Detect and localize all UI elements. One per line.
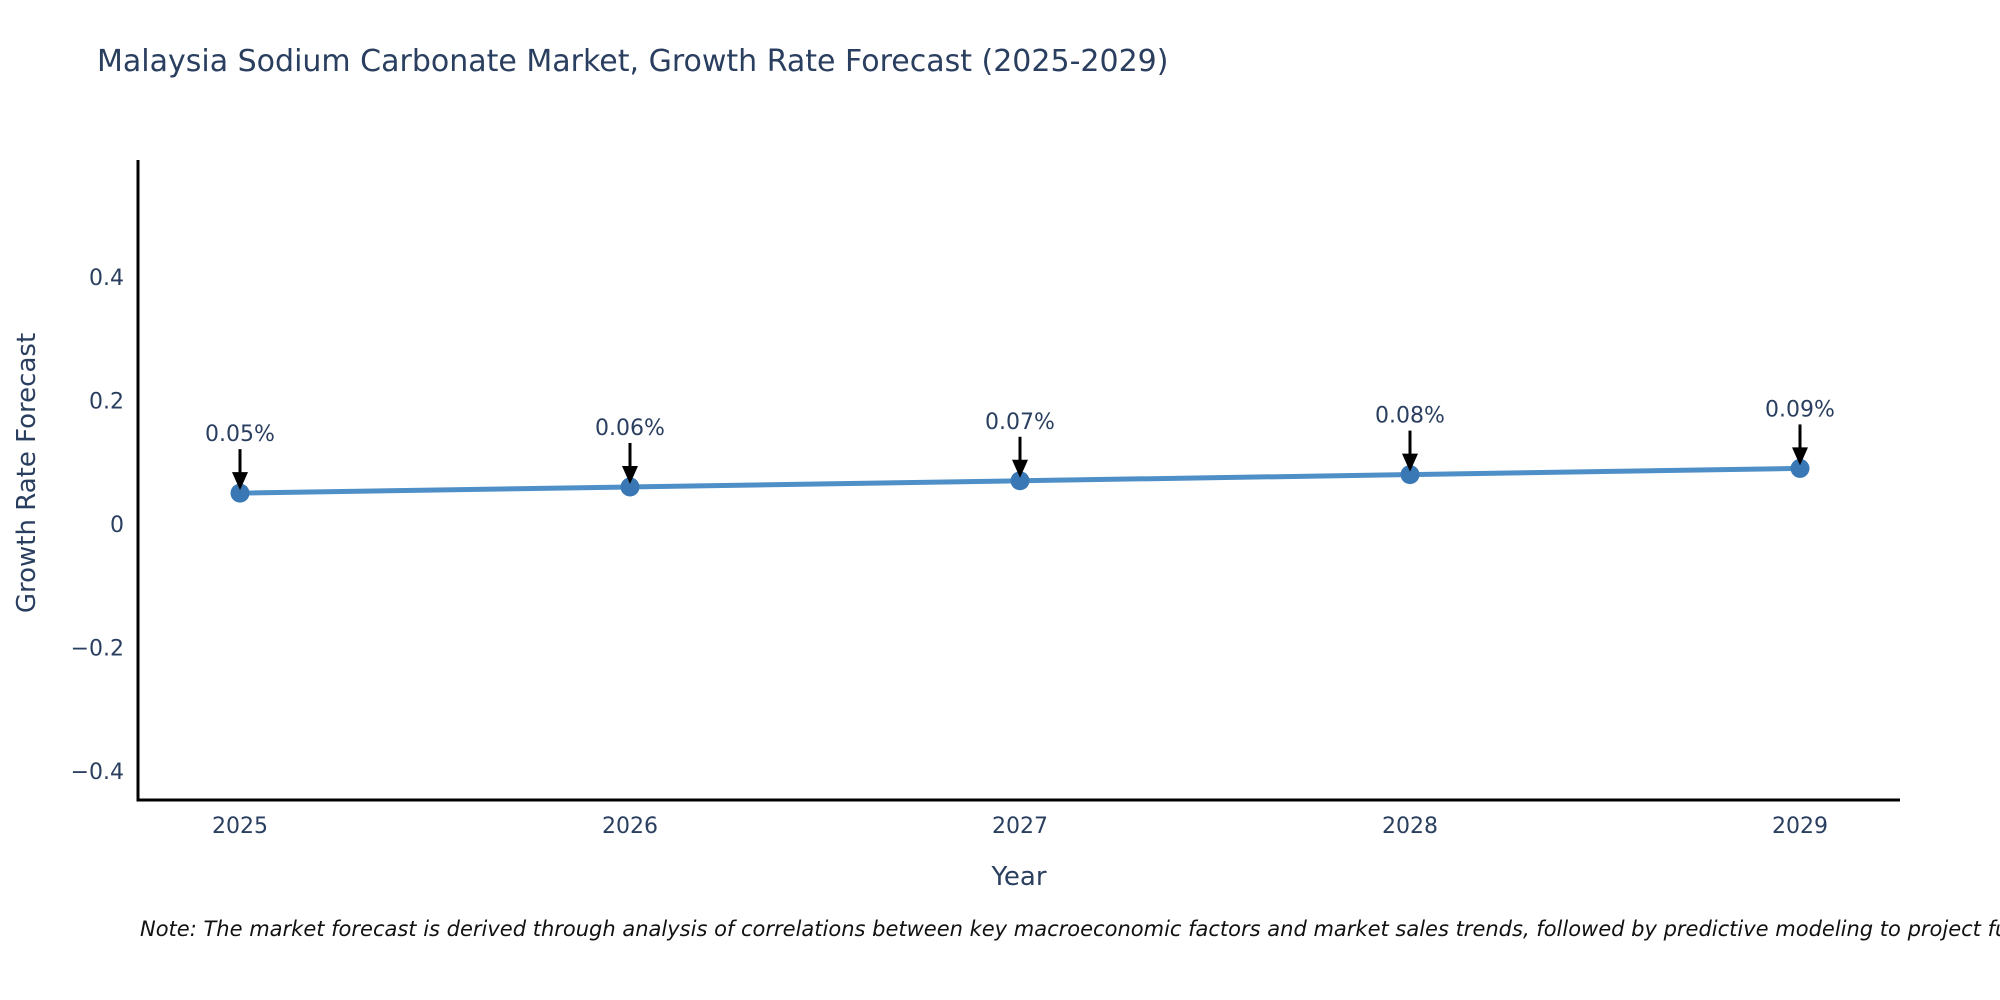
x-tick-label: 2028 <box>1382 814 1438 839</box>
y-tick-label: −0.2 <box>71 637 124 662</box>
data-point-marker <box>1010 471 1030 491</box>
data-point-marker <box>620 477 640 497</box>
annotation-label: 0.05% <box>205 422 275 447</box>
x-tick-label: 2025 <box>212 814 268 839</box>
data-point-marker <box>230 483 250 503</box>
annotation-label: 0.06% <box>595 416 665 441</box>
annotation-label: 0.08% <box>1375 404 1445 429</box>
x-tick-label: 2026 <box>602 814 658 839</box>
x-tick-label: 2029 <box>1772 814 1828 839</box>
y-tick-label: 0 <box>110 513 124 538</box>
x-tick-label: 2027 <box>992 814 1048 839</box>
annotation-label: 0.07% <box>985 410 1055 435</box>
y-tick-label: 0.4 <box>89 266 124 291</box>
y-tick-label: 0.2 <box>89 390 124 415</box>
annotation-arrowhead <box>622 465 638 484</box>
footnote: Note: The market forecast is derived thr… <box>140 917 2000 941</box>
annotation-arrowhead <box>1402 453 1418 472</box>
x-axis-title: Year <box>991 862 1047 892</box>
chart-title: Malaysia Sodium Carbonate Market, Growth… <box>97 44 1169 79</box>
data-point-marker <box>1400 465 1420 485</box>
annotation-arrowhead <box>1792 447 1808 466</box>
y-tick-label: −0.4 <box>71 760 124 785</box>
annotation-arrowhead <box>1012 459 1028 478</box>
annotation-arrowhead <box>232 472 248 491</box>
data-point-marker <box>1790 458 1810 478</box>
annotation-label: 0.09% <box>1765 397 1835 422</box>
